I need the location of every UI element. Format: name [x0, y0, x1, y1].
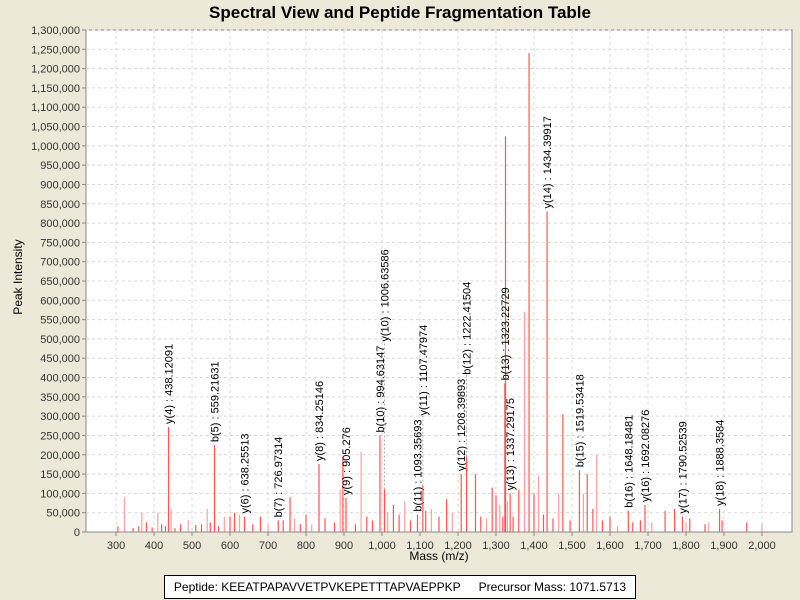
- precursor-mass: Precursor Mass: 1071.5713: [478, 580, 627, 594]
- y-tick-label: 1,300,000: [31, 25, 80, 37]
- y-tick-label: 750,000: [40, 237, 80, 249]
- x-axis-label: Mass (m/z): [409, 549, 469, 563]
- y-tick-label: 800,000: [40, 218, 80, 230]
- fragment-ion-label: y(13) : 1337.29175: [505, 398, 517, 490]
- y-tick-label: 100,000: [40, 488, 80, 500]
- x-tick-label: 1,900: [710, 540, 738, 552]
- y-tick-label: 850,000: [40, 199, 80, 211]
- fragment-ion-label: y(17) : 1790.52539: [677, 421, 689, 513]
- y-tick-label: 500,000: [40, 334, 80, 346]
- fragment-ion-label: b(13) : 1323.22729: [500, 287, 512, 380]
- fragment-ion-label: b(10) : 994.63147: [375, 346, 387, 433]
- y-tick-label: 400,000: [40, 373, 80, 385]
- x-tick-label: 1,100: [406, 540, 434, 552]
- x-tick-label: 1,000: [368, 540, 396, 552]
- x-tick-label: 2,000: [748, 540, 776, 552]
- peptide-sequence: Peptide: KEEATPAPAVVETPVKEPETTTAPVAEPPKP: [173, 580, 461, 594]
- fragment-ion-label: y(9) : 905.276: [341, 427, 353, 495]
- fragment-ion-label: y(18) : 1888.3584: [715, 420, 727, 506]
- y-tick-label: 300,000: [40, 411, 80, 423]
- y-tick-label: 200,000: [40, 450, 80, 462]
- y-tick-label: 50,000: [46, 508, 80, 520]
- fragment-ion-label: y(11) : 1107.47974: [418, 325, 430, 416]
- y-tick-label: 1,250,000: [31, 44, 80, 56]
- y-tick-label: 250,000: [40, 430, 80, 442]
- fragment-ion-label: b(11) : 1093.35693: [412, 419, 424, 511]
- y-tick-label: 650,000: [40, 276, 80, 288]
- fragment-ion-label: y(4) : 438.12091: [164, 344, 176, 424]
- y-tick-label: 1,200,000: [31, 64, 80, 76]
- fragment-ion-label: y(16) : 1692.08276: [640, 410, 652, 502]
- fragment-ion-label: y(10) : 1006.63586: [380, 249, 392, 341]
- x-tick-label: 1,500: [558, 540, 586, 552]
- y-tick-label: 450,000: [40, 353, 80, 365]
- x-tick-label: 1,300: [482, 540, 510, 552]
- fragment-ion-label: y(12) : 1208.39893: [456, 379, 468, 471]
- x-tick-label: 1,800: [672, 540, 700, 552]
- fragment-ion-label: b(5) : 559.21631: [210, 361, 222, 442]
- x-tick-label: 1,400: [520, 540, 548, 552]
- legend-box: Peptide: KEEATPAPAVVETPVKEPETTTAPVAEPPKP…: [164, 575, 636, 599]
- x-tick-label: 1,200: [444, 540, 472, 552]
- y-tick-label: 600,000: [40, 295, 80, 307]
- y-tick-label: 900,000: [40, 179, 80, 191]
- x-tick-label: 600: [221, 540, 239, 552]
- y-tick-label: 950,000: [40, 160, 80, 172]
- y-tick-label: 1,050,000: [31, 122, 80, 134]
- x-tick-label: 900: [335, 540, 353, 552]
- y-tick-label: 1,150,000: [31, 83, 80, 95]
- y-tick-label: 150,000: [40, 469, 80, 481]
- fragment-ion-label: b(16) : 1648.18481: [623, 415, 635, 508]
- fragment-ion-label: y(8) : 834.25146: [314, 381, 326, 461]
- x-tick-label: 1,700: [634, 540, 662, 552]
- x-tick-label: 1,600: [596, 540, 624, 552]
- fragment-ion-label: y(14) : 1434.39917: [542, 116, 554, 208]
- fragment-ion-label: b(15) : 1519.53418: [574, 374, 586, 467]
- fragment-ion-label: b(12) : 1222.41504: [462, 282, 474, 375]
- y-tick-label: 350,000: [40, 392, 80, 404]
- x-tick-label: 800: [297, 540, 315, 552]
- y-tick-label: 1,000,000: [31, 141, 80, 153]
- y-tick-label: 1,100,000: [31, 102, 80, 114]
- fragment-ion-label: y(6) : 638.25513: [240, 433, 252, 513]
- y-tick-label: 550,000: [40, 315, 80, 327]
- x-tick-label: 500: [183, 540, 201, 552]
- fragment-ion-label: b(7) : 726.97314: [273, 437, 285, 518]
- x-tick-label: 700: [259, 540, 277, 552]
- y-axis-label: Peak Intensity: [11, 239, 25, 315]
- chart-title: Spectral View and Peptide Fragmentation …: [209, 3, 591, 22]
- x-tick-label: 300: [107, 540, 125, 552]
- x-tick-label: 400: [145, 540, 163, 552]
- y-tick-label: 0: [74, 527, 80, 539]
- y-tick-label: 700,000: [40, 257, 80, 269]
